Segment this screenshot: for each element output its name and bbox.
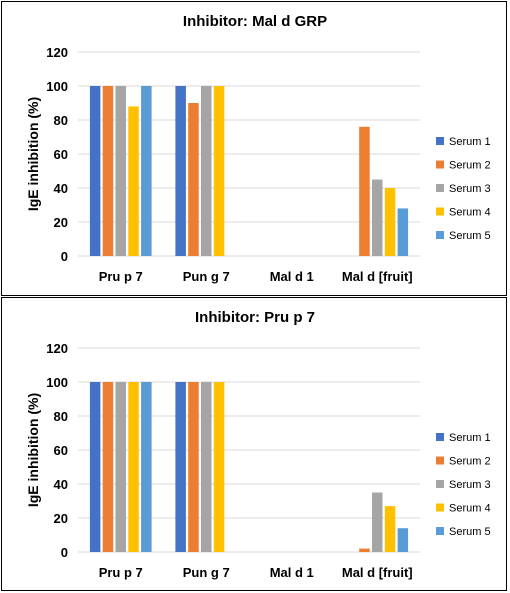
bar	[128, 106, 139, 257]
y-tick-label: 0	[61, 545, 68, 560]
y-tick-label: 20	[54, 511, 68, 526]
y-tick-label: 120	[46, 341, 68, 356]
legend-swatch	[436, 231, 444, 239]
legend-swatch	[436, 527, 444, 535]
y-tick-label: 80	[54, 113, 68, 128]
y-tick-label: 60	[54, 147, 68, 162]
bar	[115, 86, 126, 256]
legend-swatch	[436, 480, 444, 488]
y-tick-label: 40	[54, 181, 68, 196]
legend-label: Serum 1	[449, 432, 491, 444]
bar	[372, 179, 383, 256]
x-tick-label: Mal d 1	[270, 565, 314, 580]
y-tick-label: 100	[46, 79, 68, 94]
legend-label: Serum 4	[449, 207, 491, 219]
y-tick-label: 0	[61, 249, 68, 264]
bar	[397, 528, 409, 552]
legend-swatch	[436, 137, 444, 145]
y-tick-label: 60	[54, 443, 68, 458]
legend-label: Serum 1	[449, 136, 491, 148]
y-tick-label: 100	[46, 375, 68, 390]
bar	[201, 86, 212, 256]
legend-label: Serum 2	[449, 456, 491, 468]
legend-swatch	[436, 160, 444, 169]
x-tick-label: Pun g 7	[183, 565, 230, 580]
legend-swatch	[436, 433, 444, 441]
legend-swatch	[436, 207, 444, 216]
y-tick-label: 80	[54, 409, 68, 424]
bar	[213, 382, 225, 552]
bar	[188, 103, 199, 256]
legend-label: Serum 5	[449, 526, 491, 538]
x-tick-label: Pun g 7	[183, 269, 230, 284]
legend-label: Serum 2	[449, 160, 491, 172]
bar	[128, 382, 139, 552]
bar	[89, 86, 101, 256]
chart-panel-pru-p-7: Inhibitor: Pru p 7 0 20 40 60 80 100 120 IgE inh…	[1, 297, 507, 591]
bar	[115, 382, 126, 552]
bar	[384, 506, 396, 552]
y-tick-label: 40	[54, 477, 68, 492]
bar	[188, 382, 199, 552]
chart-svg: Inhibitor: Pru p 7 0 20 40 60 80 100 120 IgE inh…	[25, 309, 491, 580]
bar	[359, 548, 370, 552]
bar	[102, 382, 114, 552]
x-tick-label: Mal d [fruit]	[342, 565, 413, 580]
bar	[372, 492, 383, 552]
bar	[141, 382, 152, 552]
y-axis-label: IgE inhibition (%)	[25, 97, 41, 211]
chart-title: Inhibitor: Mal d GRP	[183, 13, 327, 30]
bar	[175, 86, 186, 256]
chart-title: Inhibitor: Pru p 7	[195, 309, 315, 326]
bar	[89, 382, 101, 552]
chart-svg: Inhibitor: Mal d GRP 0 20 40 60 80 100 120 IgE i…	[25, 13, 491, 284]
legend-label: Serum 3	[449, 183, 491, 195]
bar	[175, 382, 186, 552]
legend-label: Serum 4	[449, 503, 491, 515]
legend-swatch	[436, 503, 444, 512]
bar	[102, 86, 114, 256]
x-tick-label: Mal d 1	[270, 269, 314, 284]
bar	[141, 86, 152, 256]
legend-label: Serum 5	[449, 230, 491, 242]
legend-swatch	[436, 456, 444, 465]
x-tick-label: Pru p 7	[99, 269, 143, 284]
y-tick-label: 120	[46, 45, 68, 60]
y-tick-label: 20	[54, 215, 68, 230]
chart-panel-mal-d-grp: Inhibitor: Mal d GRP 0 20 40 60 80 100 120 IgE i…	[1, 1, 507, 296]
bar	[359, 126, 370, 256]
bar	[213, 86, 225, 256]
bar	[201, 382, 212, 552]
legend-swatch	[436, 184, 444, 192]
legend-label: Serum 3	[449, 479, 491, 491]
y-axis-label: IgE inhibition (%)	[25, 393, 41, 507]
x-tick-label: Pru p 7	[99, 565, 143, 580]
bar	[397, 208, 409, 256]
x-tick-label: Mal d [fruit]	[342, 269, 413, 284]
bar	[384, 188, 396, 256]
